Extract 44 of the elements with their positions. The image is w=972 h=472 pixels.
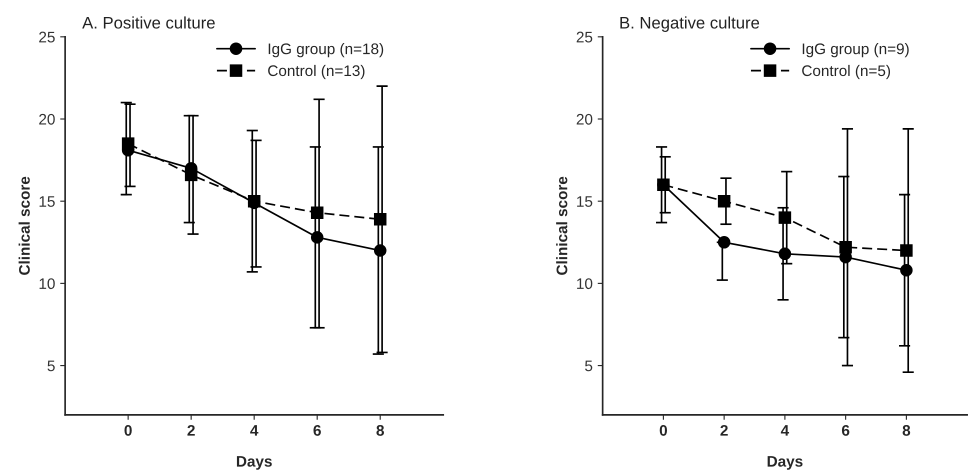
point xyxy=(310,231,324,244)
x-tick-label: 2 xyxy=(720,425,728,436)
y-tick-label: 20 xyxy=(576,114,592,125)
y-tick-label: 10 xyxy=(577,278,592,290)
y-tick-label: 5 xyxy=(585,360,592,372)
chart-title: B. Negative culture xyxy=(620,16,760,32)
legend-label: IgG group (n=9) xyxy=(802,43,909,58)
y-tick-label: 25 xyxy=(39,32,55,42)
legend-label: Control (n=13) xyxy=(268,64,364,80)
x-tick-label: 0 xyxy=(660,425,668,436)
x-axis-title: Days xyxy=(768,456,803,470)
point xyxy=(778,211,792,224)
legend-label: IgG group (n=18) xyxy=(268,43,384,58)
y-axis-title: Clinical score xyxy=(18,176,30,275)
x-tick-label: 6 xyxy=(842,425,850,436)
x-tick-label: 0 xyxy=(124,425,132,436)
y-tick-label: 15 xyxy=(40,196,55,207)
point xyxy=(184,168,198,182)
x-tick-label: 2 xyxy=(187,425,195,436)
y-tick-label: 20 xyxy=(39,114,55,125)
point xyxy=(778,248,792,260)
x-tick-label: 4 xyxy=(780,425,790,436)
x-axis-title: Days xyxy=(236,456,272,470)
y-tick-label: 10 xyxy=(40,278,55,290)
point xyxy=(900,264,913,276)
y-axis-title: Clinical score xyxy=(556,176,568,275)
x-tick-label: 8 xyxy=(376,425,384,436)
x-tick-label: 8 xyxy=(902,425,910,436)
y-tick-label: 5 xyxy=(48,360,55,372)
x-tick-label: 4 xyxy=(250,425,258,436)
y-tick-label: 15 xyxy=(577,196,592,207)
point xyxy=(718,236,730,249)
point xyxy=(900,244,913,257)
point xyxy=(310,206,324,219)
point xyxy=(374,244,386,257)
legend-label: Control (n=5) xyxy=(802,64,890,80)
chart-title: A. Positive culture xyxy=(82,16,215,29)
point xyxy=(657,178,670,192)
x-tick-label: 6 xyxy=(314,425,321,436)
point xyxy=(122,137,134,150)
point xyxy=(839,240,852,254)
point xyxy=(718,194,730,208)
point xyxy=(374,213,386,226)
y-tick-label: 25 xyxy=(576,32,592,42)
